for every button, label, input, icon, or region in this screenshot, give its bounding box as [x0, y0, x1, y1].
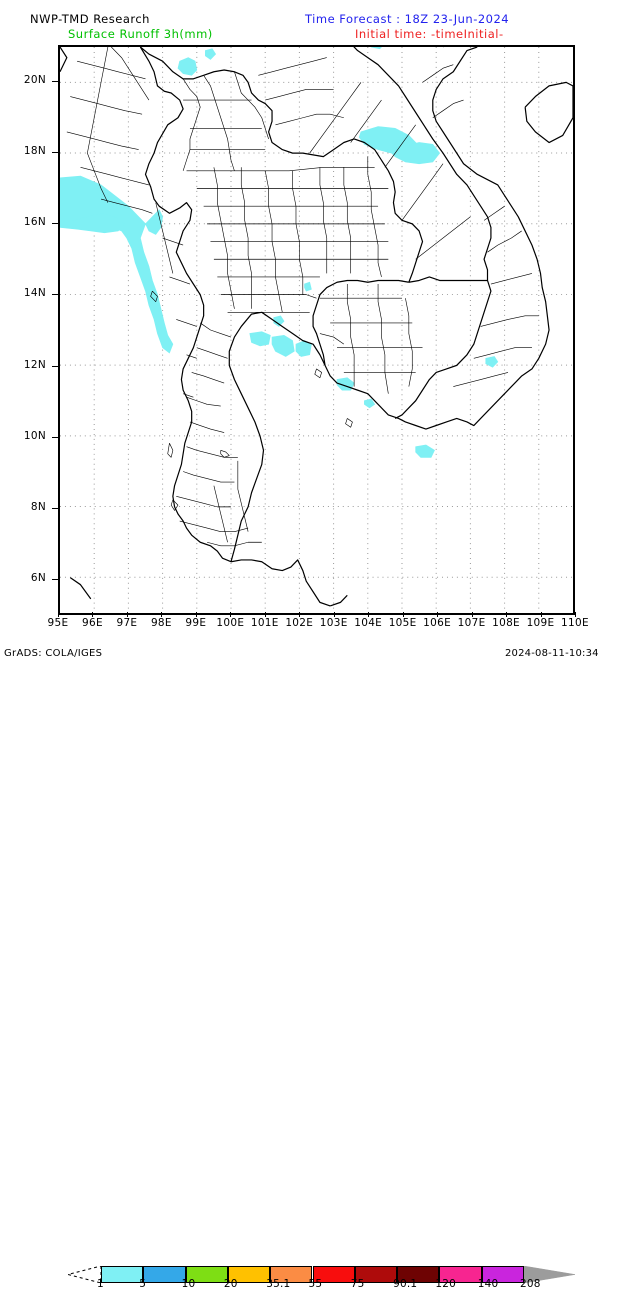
xtick-label: 109E — [526, 617, 555, 629]
country-border-layer — [60, 47, 573, 607]
xtick-label: 102E — [285, 617, 314, 629]
runoff-shading-layer — [60, 47, 499, 458]
ytick-mark — [52, 508, 58, 510]
xtick-mark — [58, 612, 59, 617]
xtick-mark — [161, 612, 163, 617]
timestamp: 2024-08-11-10:34 — [505, 648, 599, 659]
xtick-label: 99E — [185, 617, 207, 629]
field-title: Surface Runoff 3h(mm) — [68, 27, 213, 41]
org-title: NWP-TMD Research — [30, 12, 150, 26]
xtick-label: 100E — [216, 617, 245, 629]
xtick-mark — [299, 612, 301, 617]
map-geometry — [60, 47, 573, 607]
xtick-mark — [126, 612, 128, 617]
xtick-mark — [333, 612, 335, 617]
ytick-mark — [52, 223, 58, 225]
xtick-label: 105E — [388, 617, 417, 629]
xtick-mark — [437, 612, 439, 617]
ytick-mark — [52, 579, 58, 581]
xtick-label: 107E — [457, 617, 486, 629]
xtick-label: 97E — [116, 617, 138, 629]
xtick-mark — [471, 612, 473, 617]
ytick-mark — [52, 294, 58, 296]
colorbar-level-label: 20 — [223, 1278, 238, 1290]
ytick-label: 6N — [30, 572, 46, 585]
colorbar-level-label: 35.1 — [266, 1278, 291, 1290]
xtick-label: 96E — [82, 617, 103, 629]
ytick-label: 20N — [23, 73, 46, 86]
xtick-label: 108E — [492, 617, 520, 629]
xtick-label: 110E — [561, 617, 589, 629]
ytick-label: 8N — [30, 501, 46, 514]
xtick-mark — [575, 612, 576, 617]
xtick-label: 104E — [354, 617, 383, 629]
initial-time: Initial time: -timeInitial- — [355, 27, 504, 41]
ytick-label: 18N — [23, 144, 46, 157]
colorbar-level-label: 140 — [477, 1278, 499, 1290]
forecast-time: Time Forecast : 18Z 23-Jun-2024 — [305, 12, 510, 26]
xtick-mark — [92, 612, 94, 617]
colorbar-swatch — [101, 1266, 144, 1283]
ytick-mark — [52, 436, 58, 438]
xtick-mark — [264, 612, 266, 617]
colorbar-level-label: 10 — [181, 1278, 196, 1290]
colorbar-level-label: 75 — [350, 1278, 365, 1290]
xtick-label: 98E — [150, 617, 172, 629]
ytick-label: 12N — [23, 358, 46, 371]
province-border-layer — [66, 47, 539, 547]
ytick-mark — [52, 365, 58, 367]
xtick-label: 106E — [423, 617, 452, 629]
ytick-label: 10N — [23, 429, 46, 442]
colorbar-level-label: 208 — [520, 1278, 541, 1290]
xtick-mark — [195, 612, 197, 617]
xtick-label: 103E — [319, 617, 348, 629]
xtick-label: 101E — [250, 617, 279, 629]
ytick-mark — [52, 80, 58, 82]
colorbar-level-label: 1 — [97, 1278, 104, 1290]
ytick-label: 14N — [23, 287, 46, 300]
colorbar-level-label: 55 — [308, 1278, 323, 1290]
xtick-mark — [230, 612, 232, 617]
ytick-label: 16N — [23, 216, 46, 229]
grads-credit: GrADS: COLA/IGES — [4, 648, 103, 659]
colorbar-swatch — [143, 1266, 186, 1283]
colorbar-level-label: 120 — [435, 1278, 457, 1290]
xtick-label: 95E — [47, 617, 69, 629]
xtick-mark — [506, 612, 508, 617]
xtick-mark — [368, 612, 370, 617]
map-plot-area — [58, 45, 575, 615]
xtick-mark — [540, 612, 542, 617]
colorbar-level-label: 90.1 — [393, 1278, 418, 1290]
xtick-mark — [402, 612, 404, 617]
colorbar-level-label: 5 — [139, 1278, 147, 1290]
ytick-mark — [52, 151, 58, 153]
